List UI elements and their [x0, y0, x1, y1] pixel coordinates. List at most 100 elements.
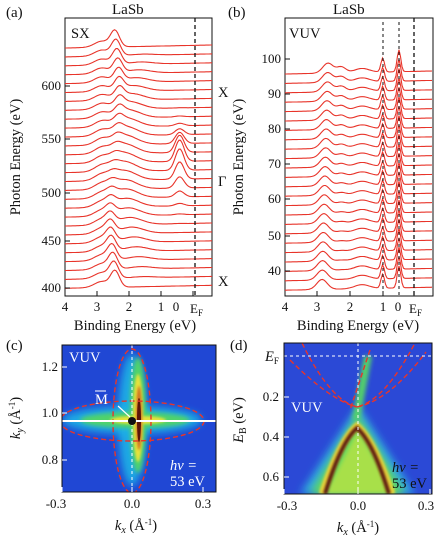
panel-d-ytick: 0.4	[263, 429, 280, 444]
panel-c-yticks: 1.2 1.0 0.8	[42, 359, 67, 467]
spectrum-curve	[65, 242, 212, 263]
panel-b-ylabel: Photon Energy (eV)	[231, 99, 247, 216]
panel-b-ytick: 80	[268, 121, 281, 136]
spectrum-curve	[65, 57, 212, 76]
spectrum-curve	[285, 134, 433, 160]
panel-b-ef-tick: EF	[409, 301, 422, 318]
panel-c-xtick: 0.0	[124, 496, 140, 511]
spectrum-curve	[65, 234, 212, 254]
panel-d-band-outer	[301, 343, 416, 408]
panel-d-xticks: -0.3 0.0 0.3	[277, 489, 434, 513]
panel-a-label-x-top: X	[218, 85, 229, 101]
spectrum-curve	[285, 218, 433, 244]
panel-a-yticks: 400 450 500 550 600	[42, 78, 70, 295]
spectrum-curve	[65, 218, 212, 236]
panel-c-tag: (c)	[6, 338, 23, 354]
spectrum-curve	[285, 246, 433, 272]
panel-b-ytick: 100	[262, 51, 282, 66]
panel-a-ytick: 500	[42, 185, 62, 200]
spectrum-curve	[285, 171, 433, 197]
panel-d-ef-label: EF	[264, 349, 279, 366]
spectrum-curve	[65, 148, 212, 174]
spectrum-curve	[65, 139, 212, 165]
panel-a-ytick: 600	[42, 78, 62, 93]
spectrum-curve	[285, 124, 433, 150]
spectrum-curve	[65, 131, 212, 147]
panel-b-mode: VUV	[289, 26, 321, 42]
panel-b: (b) LaSb VUV 40 50 60 70 80 90 100 Photo…	[228, 2, 434, 334]
panel-b-ytick: 70	[268, 156, 281, 171]
panel-d-map	[284, 343, 432, 494]
panel-b-ytick: 40	[268, 263, 281, 278]
spectrum-curve	[285, 77, 433, 103]
spectrum-curve	[65, 103, 212, 120]
panel-a-mode: SX	[71, 26, 90, 42]
panel-c-ylabel: ky (Å-1)	[7, 397, 26, 439]
panel-c-ytick: 1.2	[42, 359, 58, 374]
spectrum-curve	[285, 209, 433, 235]
panel-d-xtick: 0.3	[418, 498, 434, 513]
spectrum-curve	[285, 228, 433, 254]
panel-b-xticks: 4 3 2 1 0 EF	[282, 291, 422, 318]
panel-d-ytick: 0.6	[263, 469, 280, 484]
panel-b-xlabel: Binding Energy (eV)	[297, 318, 419, 334]
spectrum-curve	[285, 105, 433, 131]
panel-c-mode: VUV	[69, 350, 101, 366]
panel-d-band-linear	[349, 349, 371, 411]
spectrum-curve	[65, 75, 212, 94]
spectrum-curve	[65, 226, 212, 245]
panel-d-ytick: 0.2	[263, 389, 279, 404]
panel-a: (a) LaSb SX 400 450 500 550 600 Photon E…	[6, 2, 229, 334]
panel-a-xtick: 0	[173, 299, 180, 314]
panel-a-label-x-bottom: X	[218, 274, 229, 290]
panel-c: (c) VUV M hν = 53 eV 1.2 1.0 0.8 ky (Å-1…	[6, 338, 217, 536]
spectrum-curve	[285, 256, 433, 282]
spectrum-curve	[65, 85, 212, 102]
spectrum-curve	[65, 161, 212, 183]
spectrum-curve	[65, 134, 212, 156]
spectrum-curve	[285, 162, 433, 188]
spectrum-curve	[65, 48, 212, 67]
panel-a-xtick: 4	[62, 299, 69, 314]
panel-a-xtick: 1	[158, 299, 165, 314]
panel-c-m-label: M	[95, 392, 108, 408]
panel-c-xticks: -0.3 0.0 0.3	[46, 487, 211, 511]
spectrum-curve	[285, 115, 433, 141]
panel-b-ytick: 50	[268, 228, 281, 243]
spectrum-curve	[285, 58, 433, 84]
spectrum-curve	[65, 66, 212, 85]
spectrum-curve	[285, 190, 433, 216]
panel-a-spectra	[65, 29, 212, 289]
panel-a-label-gamma: Γ	[218, 174, 226, 190]
panel-c-ytick: 0.8	[42, 452, 58, 467]
panel-d-mode: VUV	[291, 400, 323, 416]
spectrum-curve	[65, 38, 212, 58]
panel-a-ylabel: Photon Energy (eV)	[8, 99, 24, 216]
spectrum-curve	[285, 152, 433, 178]
panel-d-hv-value: 53 eV	[392, 476, 428, 492]
panel-c-ytick: 1.0	[42, 405, 58, 420]
panel-c-hv: hν =	[170, 458, 197, 474]
panel-b-xtick: 3	[314, 299, 321, 314]
panel-b-xtick: 2	[347, 299, 354, 314]
panel-a-xticks: 4 3 2 1 0 EF	[62, 291, 203, 318]
panel-c-xtick: 0.3	[195, 496, 211, 511]
panel-b-xtick: 1	[380, 299, 387, 314]
spectrum-curve	[65, 260, 212, 280]
spectrum-curve	[285, 143, 433, 169]
panel-c-m-point	[128, 417, 136, 425]
spectrum-curve	[65, 29, 212, 49]
spectrum-curve	[285, 49, 433, 75]
panel-a-ytick: 550	[42, 131, 62, 146]
spectrum-curve	[65, 202, 212, 218]
spectrum-curve	[65, 185, 212, 200]
panel-d-ylabel: EB (eV)	[231, 397, 249, 444]
spectrum-curve	[285, 68, 433, 94]
panel-c-map	[62, 345, 216, 492]
panel-b-material: LaSb	[333, 2, 365, 18]
panel-a-ytick: 400	[42, 280, 62, 295]
panel-c-xlabel: kx (Å-1)	[115, 517, 157, 536]
spectrum-curve	[285, 199, 433, 225]
panel-b-xtick: 0	[395, 299, 402, 314]
